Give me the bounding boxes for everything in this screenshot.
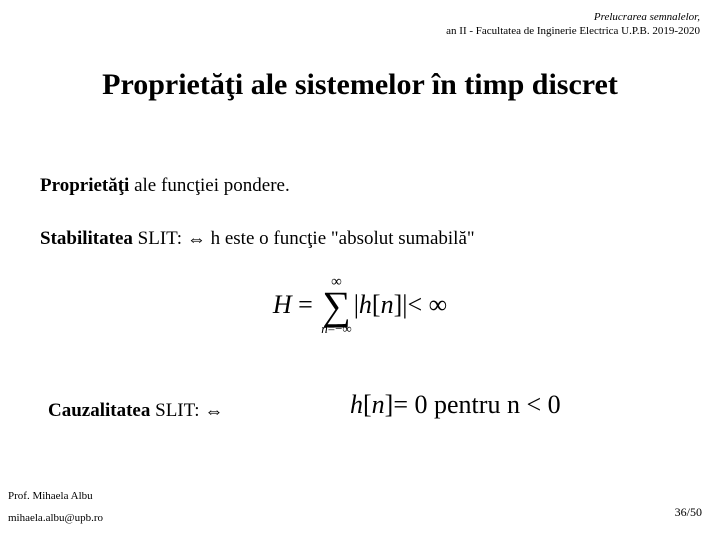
stability-rest: h este o funcţie "absolut sumabilă" [206,228,475,249]
stability-line: Stabilitatea SLIT: ⇔ h este o funcţie "a… [40,228,475,251]
causality-line: Cauzalitatea SLIT: ⇔ [48,400,223,423]
f2-lb: [ [363,390,372,419]
f2-pentru: pentru [434,390,507,419]
formula-eq: = [292,290,320,319]
header-course: Prelucrarea semnalelor, [446,10,700,24]
bracket-l: [ [372,290,381,319]
stability-mid: SLIT: [133,228,187,249]
formula-h: h [359,290,372,319]
formula-causal: h[n]= 0 pentru n < 0 [350,390,561,420]
f2-h: h [350,390,363,419]
lt-inf: < ∞ [407,290,447,319]
f2-cond-n: n [507,390,520,419]
page-number: 36/50 [675,505,702,520]
formula-n: n [381,290,394,319]
iff-symbol: ⇔ [187,229,206,251]
sum-lower: n=−∞ [321,322,351,335]
sum-sigma: ∑ [321,290,351,322]
f2-n: n [372,390,385,419]
f2-cond-rest: < 0 [520,390,561,419]
section-heading-bold: Proprietăţi [40,175,129,196]
footer-author: Prof. Mihaela Albu [8,490,93,502]
header-faculty: an II - Facultatea de Inginerie Electric… [446,24,700,38]
iff-symbol-2: ⇔ [204,401,223,423]
stability-bold: Stabilitatea [40,228,133,249]
bracket-r: ] [394,290,403,319]
footer-email: mihaela.albu@upb.ro [8,512,103,524]
causality-mid: SLIT: [150,400,204,421]
summation: ∞ ∑ n=−∞ [321,275,351,335]
formula-H: H [273,290,292,319]
header-block: Prelucrarea semnalelor, an II - Facultat… [446,10,700,39]
f2-eq: = 0 [393,390,434,419]
formula-sum: H = ∞ ∑ n=−∞ |h[n]|< ∞ [0,275,720,335]
page-title: Proprietăţi ale sistemelor în timp discr… [0,68,720,102]
section-heading: Proprietăţi ale funcţiei pondere. [40,175,290,197]
causality-bold: Cauzalitatea [48,400,150,421]
section-heading-rest: ale funcţiei pondere. [129,175,289,196]
